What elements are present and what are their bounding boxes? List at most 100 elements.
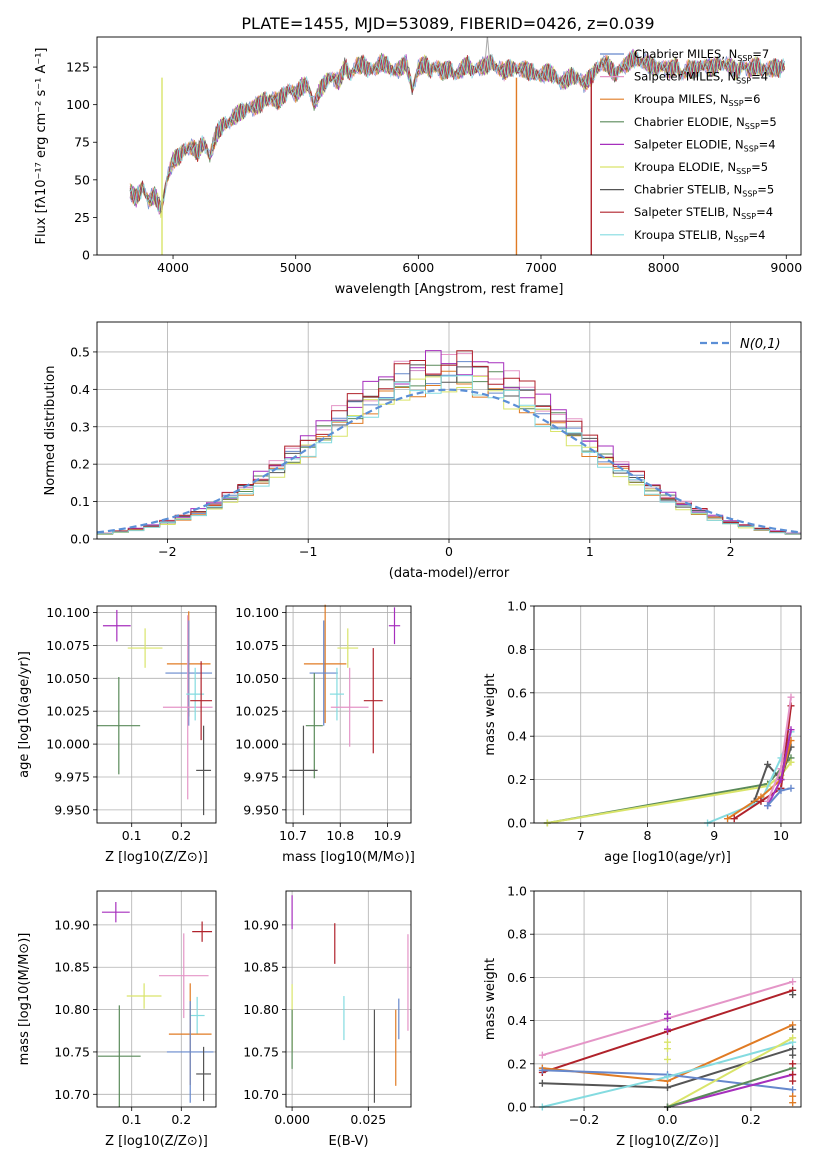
weight-marker — [538, 1051, 546, 1059]
age-vs-metallicity-panel: 0.1 0.2 9.950 9.975 10.000 10.025 10.050 10.075… — [17, 605, 217, 865]
plot-area — [97, 902, 214, 1107]
legend: Chabrier MILES, NSSP=7 Salpeter MILES, NS… — [600, 47, 777, 244]
errorbar-point — [329, 667, 345, 721]
x-tick-label: 0.2 — [171, 828, 191, 843]
y-tick-label: 0.8 — [507, 642, 527, 657]
weight-line-salpeter-elodie — [667, 1073, 793, 1108]
weight-line-kroupa-miles — [727, 740, 792, 820]
errorbar-point — [196, 725, 212, 816]
errorbar-point — [162, 615, 213, 800]
x-tick-label: 6000 — [402, 260, 434, 275]
weight-marker — [789, 1025, 797, 1033]
y-axis-label: mass weight — [483, 673, 498, 755]
y-tick-label: 10.100 — [46, 605, 90, 620]
y-tick-label: 10.000 — [235, 737, 279, 752]
y-tick-label: 10.000 — [46, 737, 90, 752]
y-tick-label: 0.5 — [70, 344, 90, 359]
plot-area — [97, 350, 801, 535]
errorbar-point — [190, 661, 213, 741]
histograms — [97, 350, 801, 535]
y-tick-label: 0.2 — [507, 772, 527, 787]
x-axis-label: (data-model)/error — [389, 566, 510, 581]
x-tick-label: 8000 — [648, 260, 680, 275]
legend-sub: SSP — [741, 212, 756, 221]
errorbar-point — [101, 902, 130, 923]
legend-label: Salpeter ELODIE, NSSP=4 — [634, 137, 776, 153]
x-tick-label: 0.0 — [658, 1112, 678, 1127]
x-axis-label: age [log10(age/yr)] — [604, 850, 731, 865]
legend-count: =7 — [752, 47, 769, 61]
legend-count: =5 — [757, 183, 774, 197]
weight-line-chabrier-elodie — [667, 1067, 793, 1108]
axes-frame — [533, 605, 802, 824]
y-tick-label: 0.0 — [507, 1100, 527, 1115]
plot-area — [291, 895, 409, 1103]
y-tick-label: 50 — [74, 172, 90, 187]
y-tick-label: 0.1 — [70, 494, 90, 509]
y-tick-label: 0 — [82, 248, 90, 263]
spectrum-panel: 4000 5000 6000 7000 8000 9000 0 25 50 75 100 125 wav… — [34, 36, 802, 297]
legend-sub: SSP — [744, 144, 759, 153]
weight-marker — [664, 1084, 671, 1092]
plot-area — [538, 978, 797, 1111]
weight-marker — [724, 815, 732, 823]
x-tick-label: 0.000 — [274, 1112, 310, 1127]
weight-marker — [789, 1086, 797, 1094]
mass-vs-extinction-panel: 0.000 0.025 10.70 10.75 10.80 10.85 10.90 E(B-V… — [243, 890, 412, 1149]
legend-count: =4 — [759, 137, 776, 151]
y-tick-label: 9.950 — [243, 802, 279, 817]
axes-frame — [96, 890, 217, 1108]
errorbar-point — [363, 648, 383, 754]
y-tick-label: 10.85 — [54, 960, 90, 975]
figure-title: PLATE=1455, MJD=53089, FIBERID=0426, z=0… — [241, 14, 654, 33]
errorbar-point — [126, 983, 162, 1009]
legend-label: Kroupa ELODIE, NSSP=5 — [634, 160, 768, 176]
y-tick-label: 0.8 — [507, 927, 527, 942]
x-axis-label: mass [log10(M/M⊙)] — [282, 850, 415, 865]
legend-label: Chabrier STELIB, NSSP=5 — [634, 183, 774, 199]
weight-marker — [787, 693, 795, 701]
y-axis-label: mass weight — [483, 958, 498, 1040]
y-tick-label: 0.4 — [507, 729, 527, 744]
histogram-kroupa-elodie — [97, 375, 801, 535]
mass-weight-vs-age-panel: 7 8 9 10 0.0 0.2 0.4 0.6 0.8 1.0 age [log10(age/yr… — [483, 599, 802, 865]
weight-marker — [538, 1079, 546, 1087]
weight-marker — [789, 1077, 797, 1085]
y-tick-label: 10.075 — [46, 638, 90, 653]
x-tick-label: 0.2 — [171, 1112, 191, 1127]
age-vs-mass-panel: 10.7 10.8 10.9 9.950 9.975 10.000 10.025 10.050… — [235, 604, 415, 865]
x-tick-label: 0 — [445, 544, 453, 559]
legend-label: Salpeter STELIB, NSSP=4 — [634, 205, 773, 221]
errorbar-point — [289, 725, 318, 816]
y-tick-label: 10.90 — [54, 917, 90, 932]
weight-marker — [664, 1038, 671, 1046]
spectrum-line-kroupa-stelib — [129, 50, 786, 212]
x-tick-label: −2 — [158, 544, 176, 559]
normal-reference-curve — [97, 388, 801, 534]
legend-label: Kroupa MILES, NSSP=6 — [634, 92, 760, 108]
weight-line-kroupa-elodie — [547, 761, 792, 824]
y-tick-label: 10.75 — [243, 1044, 279, 1059]
legend-label: Salpeter MILES, NSSP=4 — [634, 70, 768, 86]
errorbar-point — [127, 628, 163, 668]
y-tick-label: 9.975 — [54, 769, 90, 784]
legend-label: Chabrier MILES, NSSP=7 — [634, 47, 769, 63]
y-axis-label: Normed distribution — [43, 366, 58, 496]
x-tick-label: 4000 — [157, 260, 189, 275]
y-tick-label: 10.075 — [235, 638, 279, 653]
x-tick-label: 5000 — [280, 260, 312, 275]
x-axis-label: E(B-V) — [328, 1134, 368, 1149]
residual-histogram-panel: −2 −1 0 1 2 0.0 0.1 0.2 0.3 0.4 0.5 (data-model)/er… — [43, 321, 802, 581]
weight-marker — [789, 1071, 797, 1079]
weight-marker — [664, 1073, 671, 1081]
y-axis-label: mass [log10(M/M⊙)] — [17, 933, 32, 1066]
x-tick-label: 10.8 — [326, 828, 354, 843]
x-tick-label: 2 — [727, 544, 735, 559]
y-tick-label: 9.950 — [54, 802, 90, 817]
y-tick-label: 10.75 — [54, 1044, 90, 1059]
legend-label: N(0,1) — [740, 337, 781, 352]
weight-marker — [789, 1099, 797, 1107]
weight-marker — [730, 815, 738, 823]
legend-sub: SSP — [736, 167, 751, 176]
